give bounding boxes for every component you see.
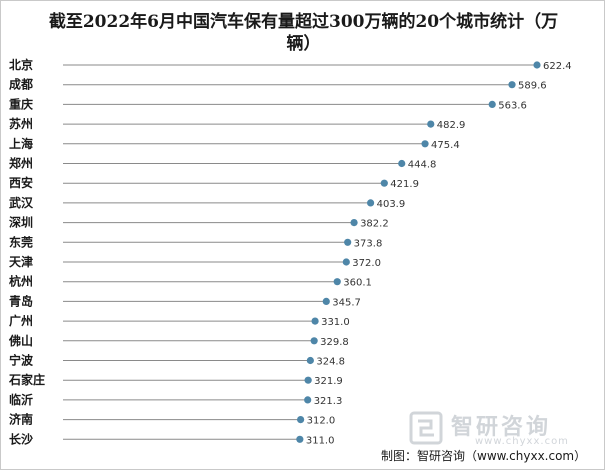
value-label: 345.7	[332, 297, 361, 308]
watermark: 智研咨询 www.chyxx.com	[409, 409, 599, 449]
category-label: 佛山	[8, 333, 33, 348]
value-label: 622.4	[543, 61, 572, 72]
lollipop-dot	[342, 258, 350, 266]
category-label: 深圳	[9, 215, 33, 230]
category-label: 成都	[9, 77, 33, 92]
category-label: 临沂	[9, 392, 33, 407]
value-label: 360.1	[343, 278, 372, 289]
watermark-logo-icon	[409, 411, 443, 445]
lollipop-dot	[380, 179, 388, 187]
lollipop-dot	[333, 278, 341, 286]
value-label: 563.6	[498, 100, 527, 111]
value-label: 403.9	[377, 199, 406, 210]
value-label: 321.9	[314, 376, 343, 387]
lollipop-dot	[306, 356, 314, 365]
category-label: 长沙	[9, 431, 33, 446]
value-label: 372.0	[352, 258, 381, 269]
value-label: 312.0	[307, 416, 336, 427]
watermark-name: 智研咨询	[451, 415, 552, 440]
lollipop-dot	[421, 140, 429, 148]
lollipop-dot	[350, 219, 358, 227]
category-label: 杭州	[9, 274, 33, 289]
lollipop-dot	[427, 120, 435, 128]
source-note: 制图：智研咨询（www.chyxx.com）	[381, 449, 587, 463]
category-label: 青岛	[9, 293, 33, 308]
category-label: 北京	[9, 57, 33, 72]
category-label: 东莞	[9, 234, 33, 249]
value-label: 382.2	[360, 219, 389, 230]
value-label: 444.8	[408, 160, 437, 171]
value-label: 329.8	[320, 337, 349, 348]
value-label: 321.3	[314, 396, 343, 407]
category-label: 西安	[9, 175, 33, 190]
category-label: 重庆	[9, 96, 33, 111]
value-label: 482.9	[437, 120, 466, 131]
lollipop-dot	[322, 297, 330, 305]
lollipop-dot	[304, 376, 312, 384]
category-label: 上海	[9, 136, 33, 151]
lollipop-dot	[297, 416, 305, 424]
value-label: 373.8	[354, 238, 383, 249]
category-label: 石家庄	[8, 372, 45, 387]
watermark-url: www.chyxx.com	[475, 436, 569, 447]
category-label: 天津	[9, 254, 33, 269]
lollipop-dot	[310, 337, 318, 345]
lollipop-dot	[296, 435, 304, 443]
value-label: 311.0	[306, 435, 335, 446]
category-label: 广州	[9, 313, 33, 328]
lollipop-dot	[508, 81, 516, 89]
value-label: 589.6	[518, 81, 547, 92]
value-label: 324.8	[316, 357, 345, 368]
lollipop-dot	[488, 100, 496, 108]
lollipop-dot	[304, 396, 312, 404]
category-label: 宁波	[9, 353, 34, 368]
lollipop-dot	[366, 199, 375, 207]
category-label: 郑州	[9, 156, 33, 171]
lollipop-dot	[344, 238, 352, 246]
lollipop-dot	[533, 61, 541, 69]
category-label: 济南	[9, 412, 33, 427]
value-label: 421.9	[390, 179, 419, 190]
lollipop-dot	[311, 317, 319, 325]
value-label: 331.0	[321, 317, 350, 328]
lollipop-dot	[398, 159, 406, 168]
category-label: 苏州	[9, 116, 33, 131]
value-label: 475.4	[431, 140, 460, 151]
category-label: 武汉	[9, 195, 34, 210]
chart-title: 截至2022年6月中国汽车保有量超过300万辆的20个城市统计（万辆）	[48, 12, 559, 54]
